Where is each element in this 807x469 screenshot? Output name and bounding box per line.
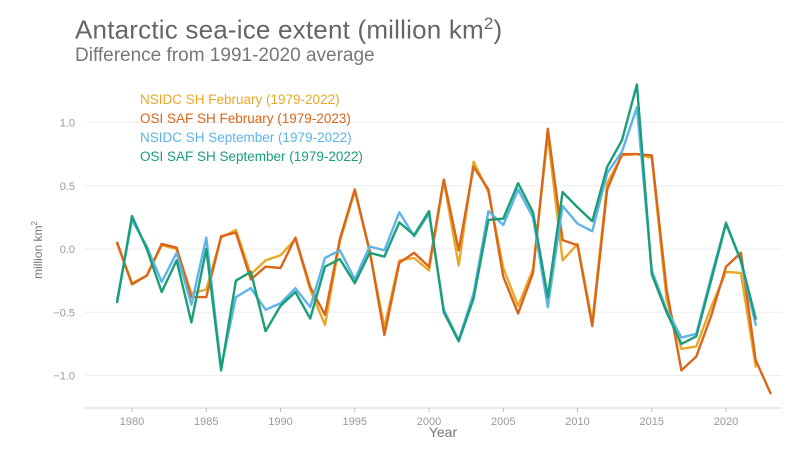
legend-entry-1: NSIDC SH February (1979-2022) <box>140 92 340 107</box>
y-tick-label: −1.0 <box>53 371 75 383</box>
x-tick-label: 2020 <box>714 416 738 428</box>
legend-entry-4: OSI SAF SH September (1979-2022) <box>140 149 363 164</box>
y-tick-label: −0.5 <box>53 307 75 319</box>
x-tick-label: 1980 <box>120 416 144 428</box>
x-tick-label: 1995 <box>343 416 367 428</box>
chart-title-tail: ) <box>493 14 503 45</box>
x-tick-label: 2010 <box>565 416 589 428</box>
y-tick-label: 1.0 <box>60 118 75 130</box>
y-axis-label: million km2 <box>30 221 45 279</box>
x-axis: 1980 1985 1990 1995 2000 2005 2010 2015 2020 <box>85 407 782 428</box>
legend-entry-2: OSI SAF SH February (1979-2023) <box>140 111 351 126</box>
y-tick-label: 0.0 <box>60 244 75 256</box>
chart-subtitle: Difference from 1991-2020 average <box>75 45 375 66</box>
series-lines <box>115 83 772 395</box>
series-line-1 <box>115 133 757 368</box>
y-axis-label-text: million km <box>31 226 45 279</box>
series-line-2 <box>115 127 772 395</box>
legend: NSIDC SH February (1979-2022) OSI SAF SH … <box>140 92 363 164</box>
y-axis-label-superscript: 2 <box>30 221 39 226</box>
y-tick-label: 0.5 <box>60 181 75 193</box>
chart-title-text: Antarctic sea-ice extent (million km <box>75 14 484 45</box>
chart-title-superscript: 2 <box>483 14 494 33</box>
legend-entry-3: NSIDC SH September (1979-2022) <box>140 130 352 145</box>
x-tick-label: 1985 <box>194 416 218 428</box>
x-tick-label: 2015 <box>640 416 664 428</box>
x-axis-label: Year <box>429 424 458 440</box>
x-tick-label: 1990 <box>268 416 292 428</box>
y-axis-ticks: 1.0 0.5 0.0 −0.5 −1.0 <box>53 118 75 383</box>
chart-title: Antarctic sea-ice extent (million km2) <box>75 14 502 46</box>
x-tick-label: 2005 <box>491 416 515 428</box>
x-tick-label: 2000 <box>417 416 441 428</box>
series-line-4 <box>115 83 757 372</box>
